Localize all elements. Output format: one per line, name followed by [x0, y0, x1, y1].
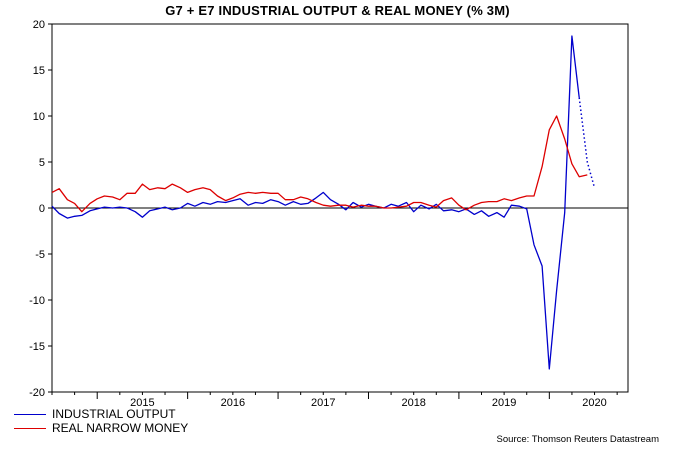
x-tick-label: 2015 — [130, 397, 154, 409]
series-line-real-narrow-money — [51, 115, 588, 213]
legend-swatch-blue — [14, 413, 46, 415]
x-tick-label: 2020 — [582, 397, 606, 409]
y-tick-label: 15 — [33, 65, 45, 77]
legend-label: INDUSTRIAL OUTPUT — [52, 407, 176, 421]
legend-item-industrial-output: INDUSTRIAL OUTPUT — [14, 407, 188, 421]
x-tick-label: 2018 — [401, 397, 425, 409]
chart-title: G7 + E7 INDUSTRIAL OUTPUT & REAL MONEY (… — [165, 3, 510, 18]
x-tick-label: 2016 — [221, 397, 245, 409]
y-tick-label: -10 — [29, 295, 45, 307]
y-tick-label: 20 — [33, 19, 45, 31]
y-tick-label: -5 — [35, 249, 45, 261]
y-tick-label: 5 — [39, 157, 45, 169]
legend-item-real-narrow-money: REAL NARROW MONEY — [14, 421, 188, 435]
y-tick-label: 0 — [39, 203, 45, 215]
legend-label: REAL NARROW MONEY — [52, 421, 189, 435]
series-projection-industrial-output — [578, 97, 596, 189]
series-line-industrial-output — [51, 35, 580, 370]
source-note: Source: Thomson Reuters Datastream — [496, 434, 659, 445]
legend: INDUSTRIAL OUTPUT REAL NARROW MONEY — [14, 407, 188, 435]
x-tick-label: 2019 — [492, 397, 516, 409]
x-tick-label: 2017 — [311, 397, 335, 409]
legend-swatch-red — [14, 427, 46, 429]
y-tick-label: 10 — [33, 111, 45, 123]
axes-layer — [48, 23, 629, 399]
series-layer — [51, 35, 596, 370]
y-tick-label: -20 — [29, 387, 45, 399]
y-tick-label: -15 — [29, 341, 45, 353]
